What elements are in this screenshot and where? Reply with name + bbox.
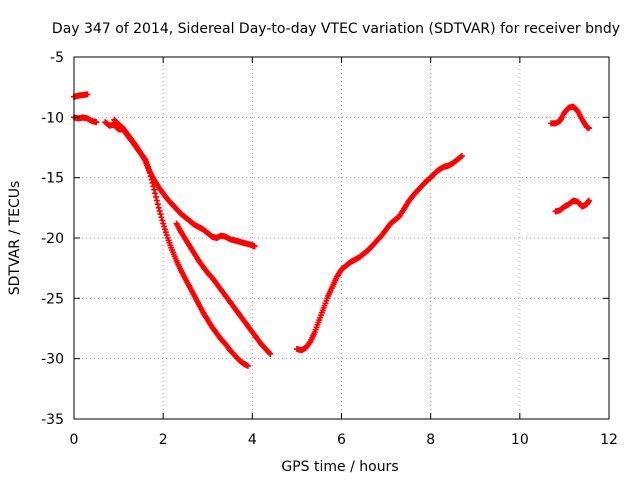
plot-area-border (73, 56, 610, 420)
data-point (153, 193, 160, 200)
y-tick-label: -15 (41, 171, 64, 187)
data-point (158, 214, 165, 221)
data-point (458, 152, 465, 159)
series-arc-8 (552, 197, 592, 215)
data-point (585, 125, 592, 132)
data-point (266, 349, 273, 356)
data-point (84, 91, 91, 98)
data-point (155, 204, 162, 211)
chart-title: Day 347 of 2014, Sidereal Day-to-day VTE… (52, 21, 620, 37)
series-arc-7 (548, 103, 592, 132)
data-point (153, 197, 160, 204)
y-tick-label: -35 (41, 412, 64, 428)
data-point (148, 176, 155, 183)
x-tick-label: 0 (70, 432, 79, 448)
data-point (154, 201, 161, 208)
data-point (93, 119, 100, 126)
x-tick-label: 2 (159, 432, 168, 448)
data-point (585, 197, 592, 204)
data-point (244, 362, 251, 369)
data-point (159, 217, 166, 224)
data-point (152, 190, 159, 197)
x-tick-label: 8 (426, 432, 435, 448)
y-tick-label: -25 (41, 291, 64, 307)
y-tick-label: -20 (41, 231, 64, 247)
y-tick-label: -5 (50, 50, 64, 66)
grid (74, 57, 609, 419)
data-point (161, 223, 168, 230)
x-tick-label: 4 (248, 432, 257, 448)
data-point (161, 226, 168, 233)
data-point (163, 232, 170, 239)
series-arc-6 (293, 152, 465, 354)
x-tick-label: 10 (511, 432, 529, 448)
data-point (149, 179, 156, 186)
data-point (156, 207, 163, 214)
data-point (157, 211, 164, 218)
data-point (146, 169, 153, 176)
data-point (151, 186, 158, 193)
data-point (162, 229, 169, 236)
data-point (160, 220, 167, 227)
y-axis-label: SDTVAR / TECUs (7, 181, 23, 296)
tick-labels: 0 2 4 6 8 10 12 -35 -30 -25 -20 -15 -10 -5 (41, 50, 618, 448)
x-tick-label: 6 (337, 432, 346, 448)
data-point (251, 243, 258, 250)
data-points (71, 91, 592, 369)
x-tick-label: 12 (600, 432, 618, 448)
y-tick-label: -10 (41, 110, 64, 126)
series-arc-4 (111, 116, 251, 369)
data-point (147, 173, 154, 180)
x-axis-label: GPS time / hours (281, 459, 398, 475)
series-arc-5 (173, 220, 274, 357)
y-tick-label: -30 (41, 352, 64, 368)
data-point (267, 350, 274, 357)
series-arc-2 (71, 114, 100, 126)
data-point (150, 183, 157, 190)
